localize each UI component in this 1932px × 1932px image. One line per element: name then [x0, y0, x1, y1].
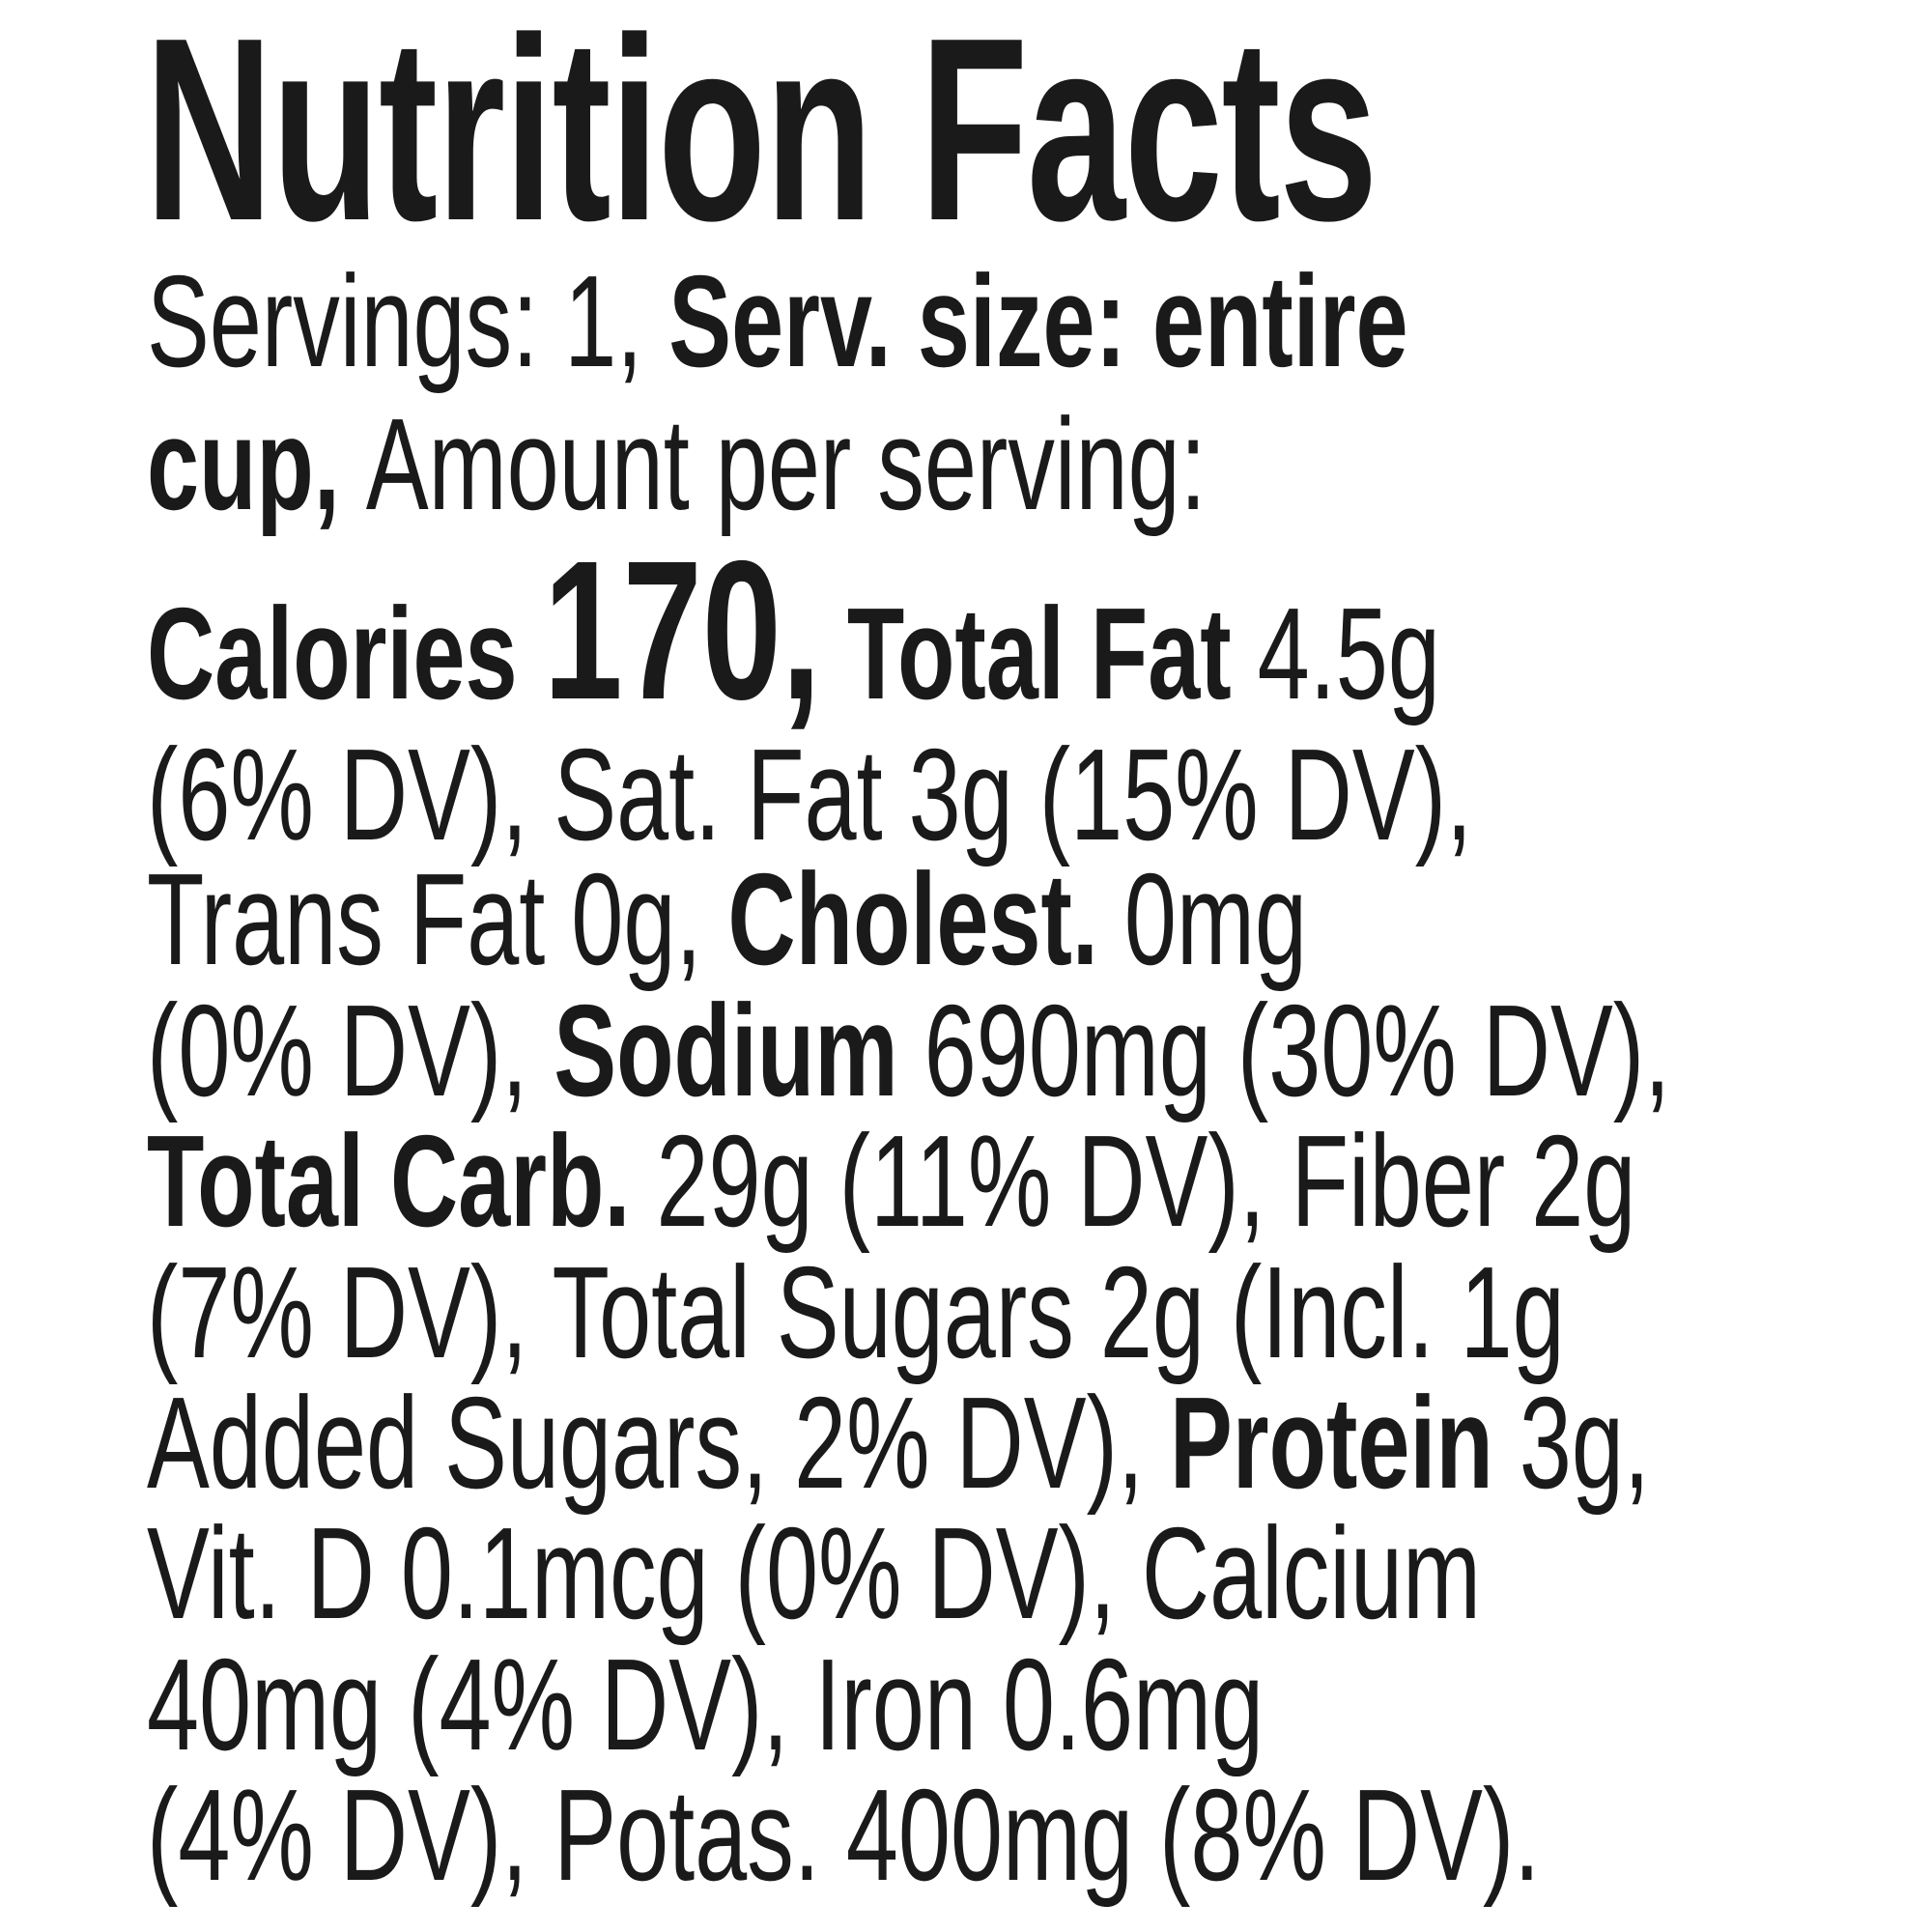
text: 0mg [1097, 846, 1307, 992]
text: Servings: 1, [147, 248, 669, 394]
line: cup, Amount per serving: [147, 399, 1207, 529]
line: Added Sugars, 2% DV), Protein 3g, [147, 1378, 1650, 1508]
text: (4% DV), Potas. 400mg (8% DV). [147, 1762, 1541, 1908]
text: Sodium [554, 978, 898, 1123]
text: Total Fat [820, 581, 1232, 726]
line: Trans Fat 0g, Cholest. 0mg [147, 854, 1307, 984]
text: (0% DV), [147, 978, 554, 1123]
text: Added Sugars, 2% DV), [147, 1370, 1170, 1516]
text: Trans Fat 0g, [147, 846, 728, 992]
line: (4% DV), Potas. 400mg (8% DV). [147, 1770, 1540, 1900]
line: Vit. D 0.1mcg (0% DV), Calcium [147, 1508, 1481, 1638]
text: (6% DV), Sat. Fat 3g (15% DV), [147, 722, 1473, 867]
text: Cholest. [727, 846, 1098, 992]
text: cup, [147, 391, 366, 537]
text: Serv. size: entire [668, 248, 1408, 394]
line: Calories 170, Total Fat 4.5g [147, 531, 1440, 729]
text: 3g, [1492, 1370, 1650, 1516]
line: 40mg (4% DV), Iron 0.6mg [147, 1639, 1264, 1770]
line: Servings: 1, Serv. size: entire [147, 256, 1408, 386]
line: (6% DV), Sat. Fat 3g (15% DV), [147, 729, 1472, 860]
title: Nutrition Facts [145, 0, 1378, 275]
text: Amount per serving: [365, 391, 1207, 537]
line: (0% DV), Sodium 690mg (30% DV), [147, 985, 1670, 1116]
text: 40mg (4% DV), Iron 0.6mg [147, 1632, 1264, 1777]
calories: 170, [543, 520, 821, 741]
text: Calories [147, 581, 544, 726]
text: 690mg (30% DV), [897, 978, 1671, 1123]
text: Total Carb. [147, 1108, 631, 1254]
text: 29g (11% DV), Fiber 2g [630, 1108, 1636, 1254]
text: (7% DV), Total Sugars 2g (Incl. 1g [147, 1239, 1565, 1385]
text: Protein [1169, 1370, 1493, 1516]
text: 4.5g [1231, 581, 1440, 726]
line: (7% DV), Total Sugars 2g (Incl. 1g [147, 1247, 1565, 1378]
text: Vit. D 0.1mcg (0% DV), Calcium [147, 1500, 1481, 1646]
line: Total Carb. 29g (11% DV), Fiber 2g [147, 1116, 1635, 1246]
